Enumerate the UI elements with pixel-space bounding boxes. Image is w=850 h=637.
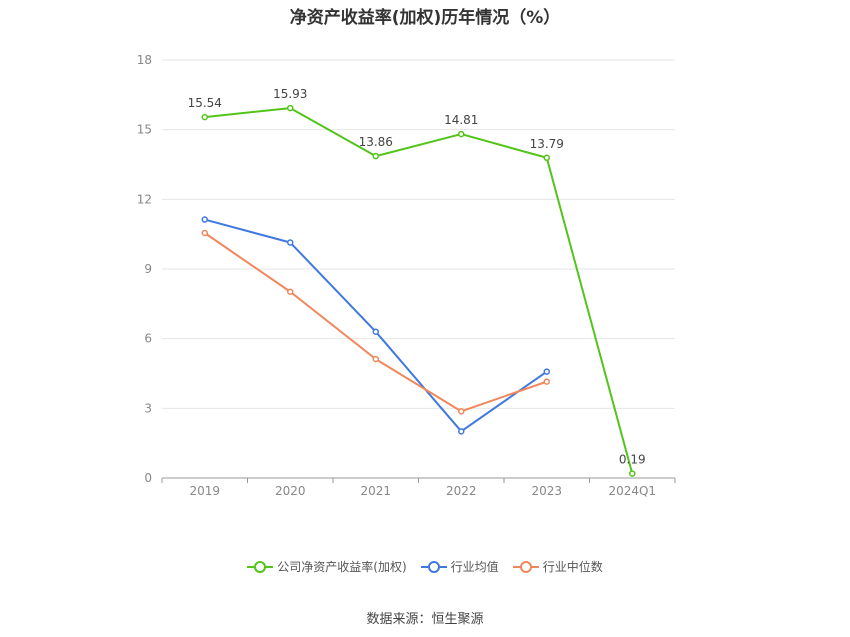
source-note: 数据来源：恒生聚源 — [366, 612, 484, 627]
data-label: 14.81 — [444, 113, 478, 127]
legend-item[interactable]: 行业均值 — [420, 558, 499, 575]
data-point — [372, 152, 379, 160]
series-lines — [201, 104, 636, 477]
data-point — [201, 216, 208, 223]
legend-line-marker-icon — [512, 560, 539, 573]
data-label: 13.86 — [359, 135, 393, 149]
data-label: 15.54 — [188, 96, 222, 110]
legend-line-marker-icon — [247, 560, 274, 573]
legend-item[interactable]: 公司净资产收益率(加权) — [247, 558, 407, 575]
y-tick-label: 18 — [137, 53, 152, 67]
data-point — [458, 428, 465, 435]
y-tick-label: 6 — [144, 332, 152, 346]
x-tick-label: 2024Q1 — [608, 484, 656, 498]
data-point — [372, 328, 379, 335]
series-line-2 — [204, 232, 548, 413]
x-tick-label: 2019 — [189, 484, 220, 498]
legend-label: 公司净资产收益率(加权) — [277, 560, 407, 574]
grid-lines — [162, 59, 675, 409]
data-point — [287, 104, 294, 112]
axes: 0 3 6 9 12 15 18 2019 2020 2021 2022 2023 2024Q1 — [137, 53, 676, 498]
y-tick-label: 9 — [144, 262, 152, 276]
data-point — [287, 288, 294, 296]
legend-label: 行业中位数 — [542, 560, 603, 574]
series-line-0 — [204, 107, 634, 474]
data-point — [458, 130, 465, 138]
data-point — [629, 470, 636, 477]
x-tick-label: 2021 — [360, 484, 391, 498]
x-tick-label: 2022 — [446, 484, 477, 498]
data-label: 13.79 — [530, 137, 564, 151]
y-tick-label: 0 — [144, 471, 152, 485]
y-tick-label: 12 — [137, 192, 152, 206]
data-point — [201, 229, 208, 237]
data-label: 0.19 — [619, 453, 646, 467]
data-point — [287, 239, 294, 246]
legend-line-marker-icon — [420, 560, 447, 573]
legend: 公司净资产收益率(加权) 行业均值 行业中位数 — [0, 558, 850, 575]
data-point — [543, 378, 550, 385]
data-point — [543, 368, 550, 375]
data-labels: 15.54 15.93 13.86 14.81 13.79 0.19 — [188, 87, 646, 467]
legend-label: 行业均值 — [450, 560, 499, 574]
x-tick-label: 2020 — [275, 484, 306, 498]
data-label: 15.93 — [273, 87, 307, 101]
chart-title: 净资产收益率(加权)历年情况（%） — [289, 8, 561, 28]
x-tick-label: 2023 — [531, 484, 562, 498]
legend-item[interactable]: 行业中位数 — [512, 558, 603, 575]
y-tick-label: 3 — [144, 401, 152, 415]
data-point — [201, 113, 208, 121]
y-tick-label: 15 — [137, 123, 152, 137]
data-point — [458, 408, 465, 415]
data-point — [372, 355, 379, 363]
data-point — [543, 154, 550, 162]
